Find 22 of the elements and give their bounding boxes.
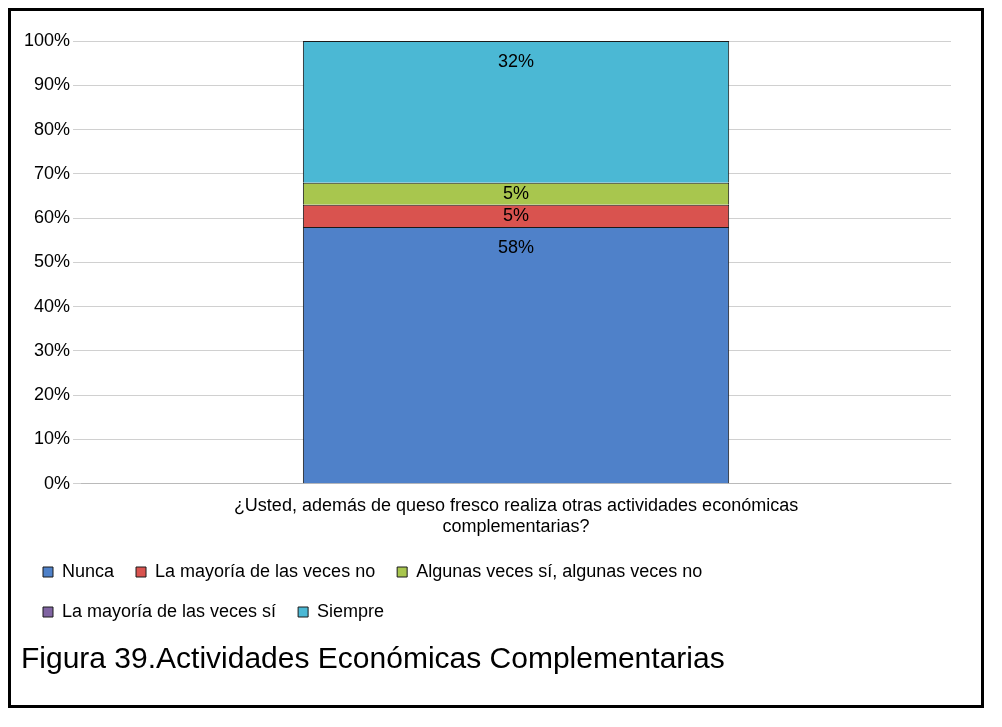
y-tick-label: 20% bbox=[34, 384, 71, 405]
data-label: 5% bbox=[503, 204, 530, 225]
data-label: 5% bbox=[503, 182, 530, 203]
x-tick-label: ¿Usted, además de queso fresco realiza otras actividades económicas complementarias? bbox=[233, 494, 799, 537]
y-tick-label: 60% bbox=[34, 207, 71, 228]
y-tick-label: 90% bbox=[34, 74, 71, 95]
data-label: 32% bbox=[498, 50, 535, 71]
y-tick-label: 100% bbox=[23, 29, 71, 50]
y-tick-label: 40% bbox=[34, 295, 71, 316]
text: Figura 39.Actividades Económicas Complementarias bbox=[21, 641, 726, 675]
y-tick-label: 80% bbox=[34, 118, 71, 139]
y-tick-label: 10% bbox=[34, 428, 71, 449]
legend-label: Nunca bbox=[62, 560, 116, 581]
y-tick-label: 0% bbox=[44, 472, 71, 493]
y-tick-label: 30% bbox=[34, 339, 71, 360]
legend-label: Siempre bbox=[317, 600, 385, 621]
legend-label: Algunas veces sí, algunas veces no bbox=[416, 560, 703, 581]
data-label: 58% bbox=[498, 236, 535, 257]
y-tick-label: 70% bbox=[34, 162, 71, 183]
legend-label: La mayoría de las veces no bbox=[155, 560, 376, 581]
y-tick-label: 50% bbox=[34, 251, 71, 272]
legend-label: La mayoría de las veces sí bbox=[62, 600, 277, 621]
